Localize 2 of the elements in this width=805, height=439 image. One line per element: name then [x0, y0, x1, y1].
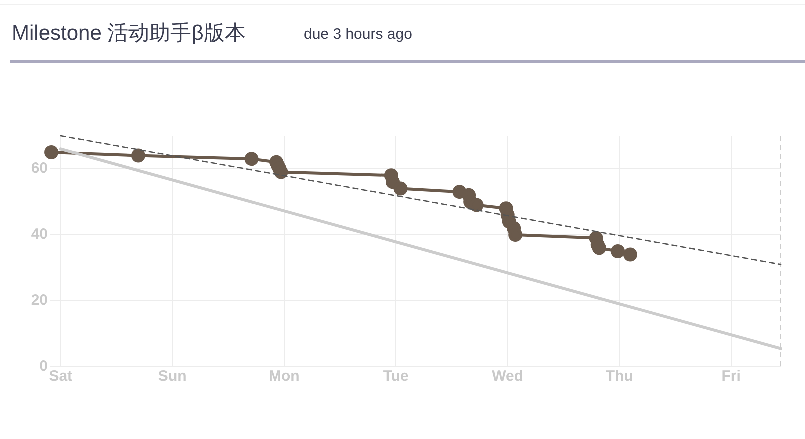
chart-subtitle: due 3 hours ago: [304, 26, 412, 43]
chart-title: Milestone 活动助手β版本: [12, 21, 246, 47]
